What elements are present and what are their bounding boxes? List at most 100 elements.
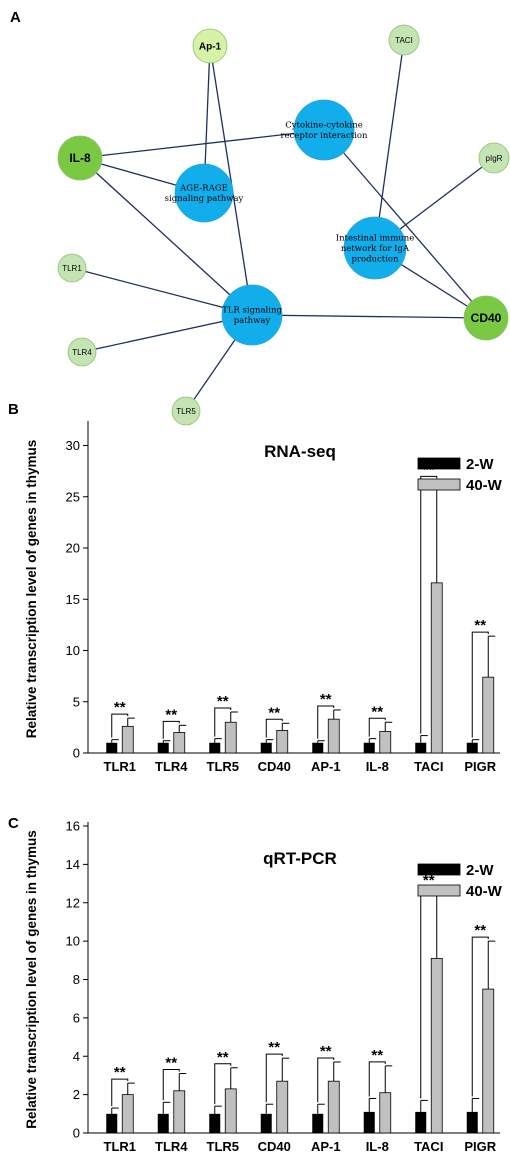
x-tick-label-tlr4: TLR4 <box>155 759 188 774</box>
network-node-label-line: pIgR <box>486 154 503 163</box>
bar-40w-cd40 <box>276 1080 289 1134</box>
network-node-ap1: Ap-1 <box>192 28 228 64</box>
y-tick-label: 4 <box>73 1049 80 1064</box>
network-edge-il8-tlr <box>79 157 253 316</box>
bar-2w-pigr <box>466 742 478 753</box>
significance-label: ** <box>474 617 486 634</box>
significance-bracket <box>471 936 489 1097</box>
x-tick-label-tlr1: TLR1 <box>104 759 137 774</box>
legend-swatch-40w <box>417 884 461 897</box>
network-node-label-line: Intestinal immune <box>336 233 415 243</box>
significance-label: ** <box>217 693 229 710</box>
y-tick-label: 6 <box>73 1010 80 1025</box>
pathway-network: Ap-1 IL-8 TACI pIgR TLR1 TLR4 TLR5 CD40 Cytokine… <box>57 24 510 426</box>
significance-label: ** <box>371 703 383 720</box>
significance-bracket <box>162 1069 180 1101</box>
bar-40w-tlr5 <box>224 721 237 754</box>
network-node-circle <box>174 163 234 223</box>
network-node-label: IL-8 <box>69 151 91 165</box>
qrtpcr-bar-chart: qRT-PCR Relative transcription level of g… <box>24 819 503 1155</box>
network-edge-taci-intestinal <box>374 39 405 249</box>
y-tick-label: 2 <box>73 1087 80 1102</box>
y-tick-label: 5 <box>73 694 80 709</box>
significance-bracket <box>214 1063 232 1105</box>
network-node-circle <box>57 135 103 181</box>
significance-label: ** <box>217 1049 229 1066</box>
network-node-label-line: pathway <box>234 316 271 326</box>
significance-label: ** <box>474 922 486 939</box>
significance-bracket <box>111 713 129 738</box>
network-node-circle <box>57 253 87 283</box>
y-tick-label: 0 <box>73 746 80 761</box>
y-tick-label: 20 <box>66 541 80 556</box>
network-node-label-line: IL-8 <box>69 151 91 165</box>
bar-2w-tlr1 <box>106 1113 118 1133</box>
x-tick-label-pigr: PIGR <box>464 1139 496 1154</box>
network-node-il8: IL-8 <box>57 135 103 181</box>
network-edge-il8-cytokine <box>79 129 325 159</box>
network-node-label-line: receptor interaction <box>281 131 368 141</box>
network-node-label: pIgR <box>486 154 503 163</box>
network-node-circle <box>221 284 283 346</box>
legend-label: 2-W <box>466 862 494 879</box>
bar-40w-taci <box>430 957 443 1134</box>
network-node-circle <box>171 396 201 426</box>
x-tick-label-il-8: IL-8 <box>366 759 389 774</box>
bar-2w-pigr <box>466 1111 478 1133</box>
bar-40w-ap-1 <box>327 1080 340 1134</box>
network-node-tlr5: TLR5 <box>171 396 201 426</box>
network-node-label: TACI <box>395 36 413 45</box>
bar-2w-tlr5 <box>209 1113 221 1133</box>
network-node-tlr: TLR signaling pathway <box>221 284 283 346</box>
bar-40w-tlr5 <box>224 1088 237 1134</box>
legend-swatch-2w <box>417 863 461 876</box>
bar-2w-ap-1 <box>312 1113 324 1133</box>
x-tick-label-ap-1: AP-1 <box>311 759 341 774</box>
significance-bracket <box>111 1078 129 1107</box>
network-node-label-line: TLR5 <box>176 407 196 416</box>
network-node-agerage: AGE-RAGE signaling pathway <box>165 163 244 223</box>
network-node-circle <box>388 24 420 56</box>
y-tick-label: 0 <box>73 1126 80 1141</box>
network-node-cytokine: Cytokine-cytokine receptor interaction <box>281 99 368 161</box>
y-tick-label: 12 <box>66 895 80 910</box>
y-tick-label: 16 <box>66 819 80 834</box>
network-node-circle <box>343 216 407 280</box>
network-node-label: Ap-1 <box>199 42 222 53</box>
network-node-circle <box>67 337 97 367</box>
bar-40w-tlr1 <box>121 725 134 754</box>
significance-label: ** <box>165 706 177 723</box>
bar-2w-cd40 <box>260 742 272 753</box>
bar-40w-tlr4 <box>173 732 186 754</box>
network-node-label-line: Ap-1 <box>199 42 222 53</box>
y-tick-label: 25 <box>66 489 80 504</box>
network-node-label-line: TLR signaling <box>222 306 282 316</box>
bar-2w-il-8 <box>363 742 375 753</box>
significance-bracket <box>265 718 283 738</box>
bar-40w-taci <box>430 582 443 754</box>
network-node-label-line: production <box>351 254 399 264</box>
network-node-pigr: pIgR <box>478 142 510 174</box>
significance-bracket <box>368 1061 386 1097</box>
network-node-cd40: CD40 <box>463 295 509 341</box>
x-tick-label-cd40: CD40 <box>258 759 291 774</box>
network-node-label-line: CD40 <box>471 311 502 325</box>
x-tick-label-tlr5: TLR5 <box>207 1139 240 1154</box>
bar-2w-il-8 <box>363 1111 375 1133</box>
significance-bracket <box>265 1053 283 1103</box>
bar-2w-tlr1 <box>106 742 118 753</box>
y-axis-label: Relative transcription level of genes in… <box>24 830 39 1129</box>
legend-swatch-40w <box>417 478 461 491</box>
network-node-label: TLR4 <box>72 348 92 357</box>
network-node-circle <box>192 28 228 64</box>
x-tick-label-taci: TACI <box>414 1139 443 1154</box>
network-node-tlr1: TLR1 <box>57 253 87 283</box>
x-tick-label-tlr5: TLR5 <box>207 759 240 774</box>
network-node-label-line: Cytokine-cytokine <box>285 121 363 131</box>
significance-label: ** <box>165 1055 177 1072</box>
bar-2w-taci <box>415 742 427 753</box>
network-node-label: TLR1 <box>62 264 82 273</box>
significance-bracket <box>162 720 180 739</box>
x-tick-label-ap-1: AP-1 <box>311 1139 341 1154</box>
significance-bracket <box>420 475 438 734</box>
